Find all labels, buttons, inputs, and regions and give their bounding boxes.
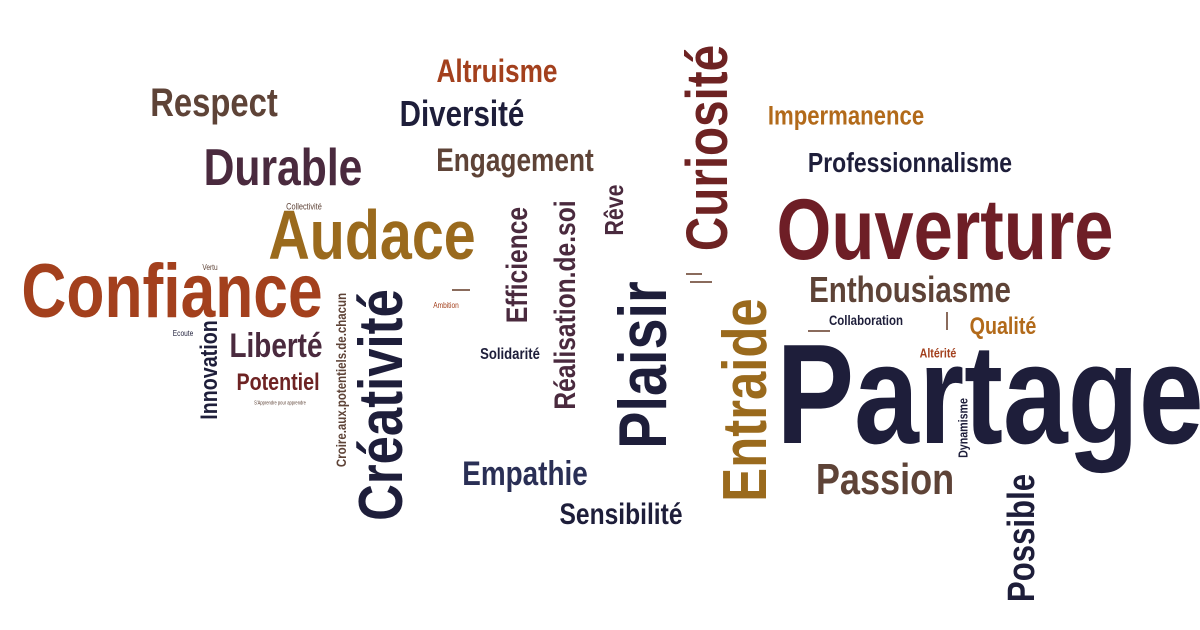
word-passion: Passion <box>815 455 955 504</box>
word-professionnalisme: Professionnalisme <box>807 147 1013 178</box>
word-realisation: Réalisation.de.soi <box>549 200 582 410</box>
word-ambition: Ambition <box>433 301 459 310</box>
micro-text-speck <box>690 281 712 283</box>
micro-text-speck <box>946 312 948 330</box>
word-partage: Partage <box>776 315 1200 474</box>
word-altruisme: Altruisme <box>436 53 558 89</box>
word-reve: Rêve <box>599 184 629 236</box>
word-sensibilite: Sensibilité <box>559 498 683 531</box>
word-solidarite: Solidarité <box>480 346 540 363</box>
word-ouverture: Ouverture <box>776 182 1114 278</box>
word-innovation: Innovation <box>196 320 223 420</box>
word-potentiel: Potentiel <box>236 369 320 396</box>
word-durable: Durable <box>203 139 363 197</box>
word-liberte: Liberté <box>229 327 323 365</box>
word-possible: Possible <box>1001 473 1043 603</box>
word-collectivite: Collectivité <box>286 201 322 212</box>
word-empathie: Empathie <box>462 455 588 493</box>
micro-text-speck <box>686 273 702 275</box>
word-vertu: Vertu <box>202 263 218 272</box>
word-creativite: Créativité <box>347 289 416 521</box>
word-plaisir: Plaisir <box>605 281 681 449</box>
word-dynamisme: Dynamisme <box>955 398 971 458</box>
word-respect: Respect <box>150 81 278 125</box>
word-ecoute: Ecoute <box>172 329 194 338</box>
word-entraide: Entraide <box>711 298 780 502</box>
word-alterite: Altérité <box>919 345 957 361</box>
micro-text-speck <box>808 330 830 332</box>
word-apprendre: S'Apprendre pour apprendre <box>254 400 306 407</box>
word-confiance: Confiance <box>21 249 323 334</box>
word-diversite: Diversité <box>399 93 525 134</box>
word-qualite: Qualité <box>969 313 1037 340</box>
word-croire: Croire.aux.potentiels.de.chacun <box>333 292 349 468</box>
word-impermanence: Impermanence <box>767 100 925 131</box>
word-collaboration: Collaboration <box>829 312 903 328</box>
word-engagement: Engagement <box>436 142 594 178</box>
word-curiosite: Curiosité <box>675 44 740 252</box>
word-efficience: Efficience <box>501 206 534 324</box>
word-enthousiasme: Enthousiasme <box>809 269 1011 310</box>
word-audace: Audace <box>268 196 476 274</box>
micro-text-speck <box>452 289 470 291</box>
